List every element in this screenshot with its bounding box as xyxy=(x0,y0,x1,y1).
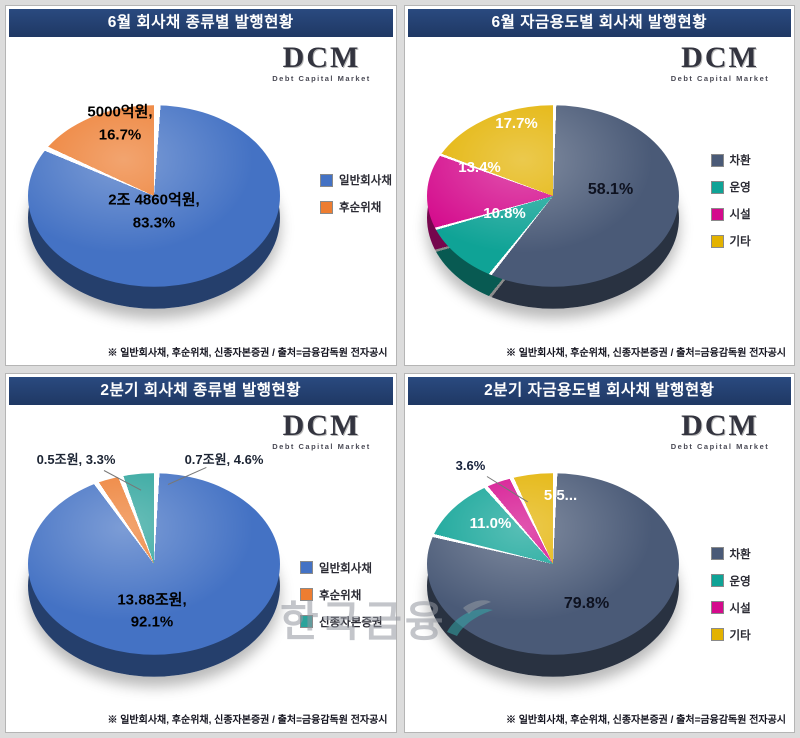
legend-item: 기타 xyxy=(710,233,751,249)
data-label-facility: 13.4% xyxy=(458,158,501,176)
data-label-facility: 3.6% xyxy=(455,457,486,473)
legend-item: 시설 xyxy=(710,600,751,616)
legend-label: 후순위채 xyxy=(319,589,362,602)
legend-label: 기타 xyxy=(729,629,751,642)
dcm-logo: DCM Debt Capital Market xyxy=(256,41,388,84)
pie-face xyxy=(28,105,280,287)
legend-item: 시설 xyxy=(710,206,751,222)
source-footnote: ※ 일반회사채, 후순위채, 신종자본증권 / 출처=금융감독원 전자공시 xyxy=(107,347,388,359)
legend-label: 운영 xyxy=(729,182,751,194)
legend-label: 일반회사채 xyxy=(339,175,392,187)
dcm-logo-text: DCM xyxy=(681,408,759,442)
data-label-general: 2조 4860억원, 83.3% xyxy=(108,191,200,232)
pie-face xyxy=(426,105,679,287)
legend-item: 신종자본증권 xyxy=(300,614,382,630)
legend-item: 차환 xyxy=(710,546,751,562)
legend-item: 후순위채 xyxy=(320,199,392,215)
pie-chart xyxy=(426,438,679,690)
panel-title: 2분기 회사채 종류별 발행현황 xyxy=(9,376,393,405)
data-label-refinancing: 58.1% xyxy=(587,181,634,198)
legend-swatch xyxy=(710,601,724,614)
data-label-other: 17.7% xyxy=(495,114,538,132)
legend-swatch xyxy=(710,180,724,194)
dcm-logo-tagline: Debt Capital Market xyxy=(670,74,770,83)
dcm-logo: DCM Debt Capital Market xyxy=(256,408,388,451)
legend-label: 차환 xyxy=(729,548,751,561)
source-footnote: ※ 일반회사채, 후순위채, 신종자본증권 / 출처=금융감독원 전자공시 xyxy=(505,715,786,726)
dcm-logo: DCM Debt Capital Market xyxy=(654,408,786,451)
legend-item: 일반회사채 xyxy=(320,172,392,188)
legend-label: 후순위채 xyxy=(339,202,382,214)
legend-item: 후순위채 xyxy=(300,587,382,603)
legend-item: 운영 xyxy=(710,179,751,195)
dcm-logo-text: DCM xyxy=(681,41,759,74)
pie-face xyxy=(28,472,280,655)
panel-title: 6월 회사채 종류별 발행현황 xyxy=(9,9,393,37)
source-footnote: ※ 일반회사채, 후순위채, 신종자본증권 / 출처=금융감독원 전자공시 xyxy=(107,715,388,726)
legend-swatch xyxy=(320,200,333,214)
data-label-subordinated: 5000억원, 16.7% xyxy=(87,103,153,144)
data-label-operating: 10.8% xyxy=(483,204,526,222)
dcm-logo-text: DCM xyxy=(282,41,361,74)
pie-chart xyxy=(426,70,679,322)
legend-label: 차환 xyxy=(729,155,751,167)
source-footnote: ※ 일반회사채, 후순위채, 신종자본증권 / 출처=금융감독원 전자공시 xyxy=(505,347,786,359)
legend-swatch xyxy=(710,628,724,641)
data-label-operating: 11.0% xyxy=(469,514,512,532)
legend-swatch xyxy=(300,561,313,574)
legend-label: 운영 xyxy=(729,575,751,588)
data-label-other: 5.5... xyxy=(543,486,578,504)
legend-label: 기타 xyxy=(729,236,751,248)
legend-label: 시설 xyxy=(729,209,751,221)
legend-swatch xyxy=(710,207,724,221)
dcm-logo-tagline: Debt Capital Market xyxy=(272,441,371,451)
panel-june-by-type: 6월 회사채 종류별 발행현황 DCM Debt Capital Market … xyxy=(5,5,397,366)
dcm-logo-tagline: Debt Capital Market xyxy=(670,441,770,451)
dcm-logo-text: DCM xyxy=(282,408,361,442)
legend-swatch xyxy=(710,574,724,587)
data-label-subordinated: 0.5조원, 3.3% xyxy=(36,451,116,467)
legend-swatch xyxy=(710,153,724,167)
legend-item: 운영 xyxy=(710,573,751,589)
panel-june-by-use: 6월 자금용도별 회사채 발행현황 DCM Debt Capital Marke… xyxy=(403,5,795,366)
legend-swatch xyxy=(300,588,313,601)
legend-label: 신종자본증권 xyxy=(319,616,383,629)
legend-swatch xyxy=(300,615,313,628)
panel-title: 6월 자금용도별 회사채 발행현황 xyxy=(407,9,791,37)
panel-q2-by-use: 2분기 자금용도별 회사채 발행현황 DCM Debt Capital Mark… xyxy=(403,372,795,733)
legend-item: 기타 xyxy=(710,627,751,643)
panel-q2-by-type: 2분기 회사채 종류별 발행현황 DCM Debt Capital Market… xyxy=(5,372,397,733)
legend-swatch xyxy=(320,173,333,187)
legend-swatch xyxy=(710,234,724,248)
pie-chart xyxy=(28,70,280,322)
dcm-logo: DCM Debt Capital Market xyxy=(654,41,786,84)
legend-item: 차환 xyxy=(710,152,751,168)
panel-title: 2분기 자금용도별 회사채 발행현황 xyxy=(407,376,791,405)
data-label-hybrid: 0.7조원, 4.6% xyxy=(184,451,264,467)
legend-label: 일반회사채 xyxy=(319,562,372,575)
data-label-general: 13.88조원, 92.1% xyxy=(117,591,187,631)
legend-swatch xyxy=(710,547,724,560)
data-label-refinancing: 79.8% xyxy=(563,594,610,612)
legend-label: 시설 xyxy=(729,602,751,615)
dcm-logo-tagline: Debt Capital Market xyxy=(272,74,371,83)
pie-chart xyxy=(28,438,280,690)
legend-item: 일반회사채 xyxy=(300,560,382,576)
